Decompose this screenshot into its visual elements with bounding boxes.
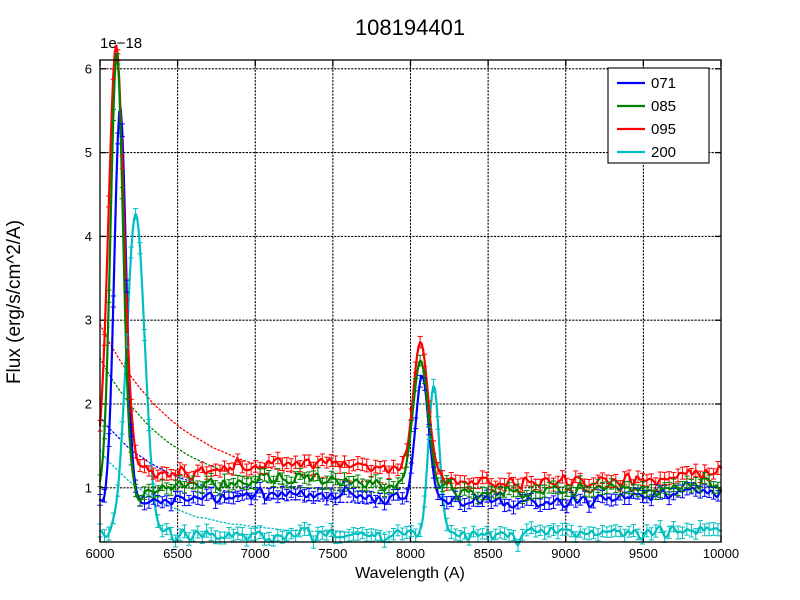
svg-text:200: 200 [651,144,676,161]
svg-text:8500: 8500 [474,546,503,561]
svg-text:9000: 9000 [551,546,580,561]
svg-text:5: 5 [85,145,92,160]
svg-text:7500: 7500 [318,546,347,561]
svg-text:095: 095 [651,121,676,138]
svg-text:1e−18: 1e−18 [100,35,142,52]
svg-text:1: 1 [85,480,92,495]
svg-text:7000: 7000 [241,546,270,561]
svg-text:Flux (erg/s/cm^2/A): Flux (erg/s/cm^2/A) [4,220,25,384]
svg-text:071: 071 [651,75,676,92]
svg-text:085: 085 [651,98,676,115]
svg-text:2: 2 [85,397,92,412]
svg-text:6000: 6000 [86,546,115,561]
svg-text:Wavelength (A): Wavelength (A) [355,565,465,582]
svg-text:9500: 9500 [629,546,658,561]
svg-text:3: 3 [85,313,92,328]
svg-text:8000: 8000 [396,546,425,561]
svg-text:6: 6 [85,61,92,76]
svg-text:4: 4 [85,229,92,244]
svg-text:10000: 10000 [703,546,739,561]
svg-text:108194401: 108194401 [355,15,465,40]
svg-text:6500: 6500 [163,546,192,561]
